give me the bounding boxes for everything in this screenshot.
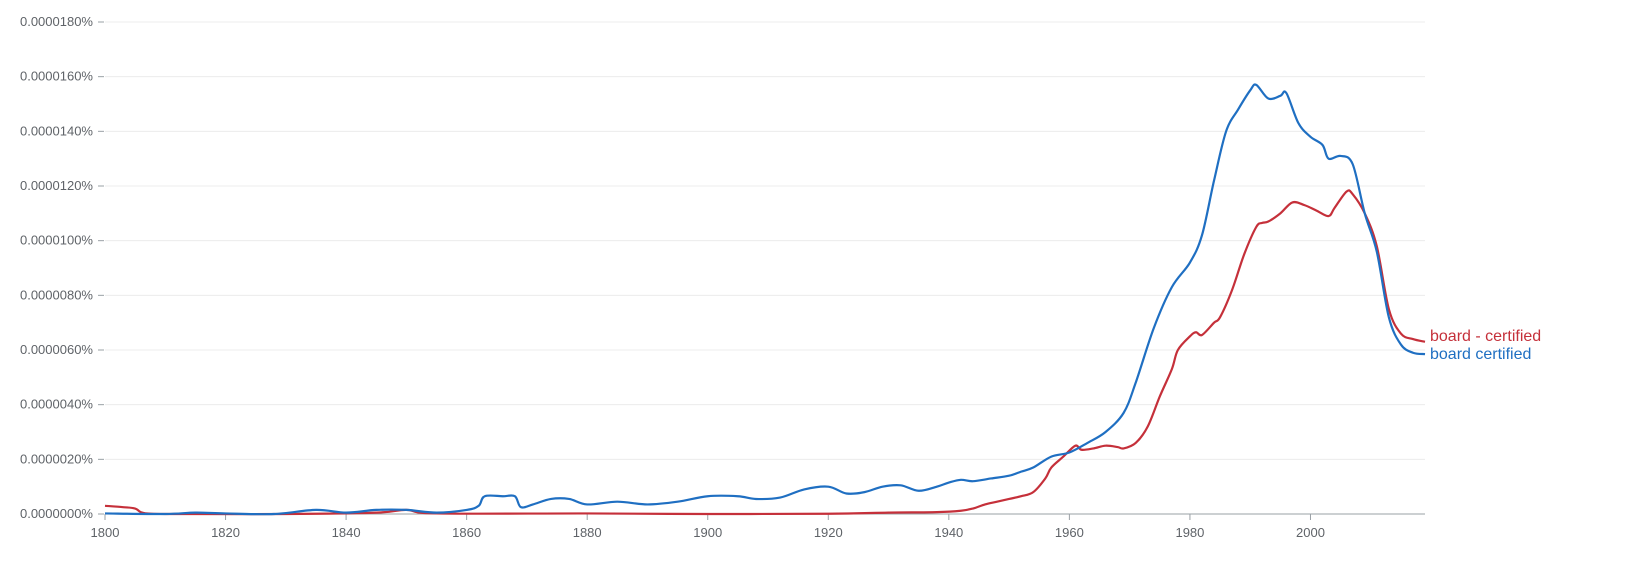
series-label: board certified: [1430, 346, 1531, 363]
y-tick-label: 0.0000000%: [20, 506, 93, 521]
x-tick-label: 1860: [452, 525, 481, 540]
x-tick-label: 1800: [91, 525, 120, 540]
x-axis: 1800 1820 1840 1860 1880 1900 1920 1940 1960 1980…: [91, 513, 1425, 540]
x-tick-label: 1980: [1175, 525, 1204, 540]
x-tick-label: 2000: [1296, 525, 1325, 540]
y-tick-label: 0.0000080%: [20, 287, 93, 302]
y-tick-label: 0.0000020%: [20, 451, 93, 466]
y-tick-label: 0.0000160%: [20, 69, 93, 84]
series-lines: [104, 83, 1426, 516]
x-tick-label: 1840: [332, 525, 361, 540]
y-axis: 0.0000000% 0.0000020% 0.0000040% 0.0000060%…: [20, 14, 104, 521]
x-tick-label: 1940: [934, 525, 963, 540]
y-tick-label: 0.0000040%: [20, 397, 93, 412]
y-tick-label: 0.0000140%: [20, 123, 93, 138]
x-tick-label: 1900: [693, 525, 722, 540]
y-tick-label: 0.0000060%: [20, 342, 93, 357]
gridlines: [105, 21, 1425, 460]
x-tick-label: 1880: [573, 525, 602, 540]
x-tick-label: 1820: [211, 525, 240, 540]
series-line-board-certified: [104, 83, 1426, 516]
series-label: board - certified: [1430, 328, 1541, 345]
y-tick-label: 0.0000180%: [20, 14, 93, 29]
y-tick-label: 0.0000120%: [20, 178, 93, 193]
y-tick-label: 0.0000100%: [20, 233, 93, 248]
x-tick-label: 1920: [814, 525, 843, 540]
series-line-board-certified: [104, 189, 1426, 516]
x-tick-label: 1960: [1055, 525, 1084, 540]
